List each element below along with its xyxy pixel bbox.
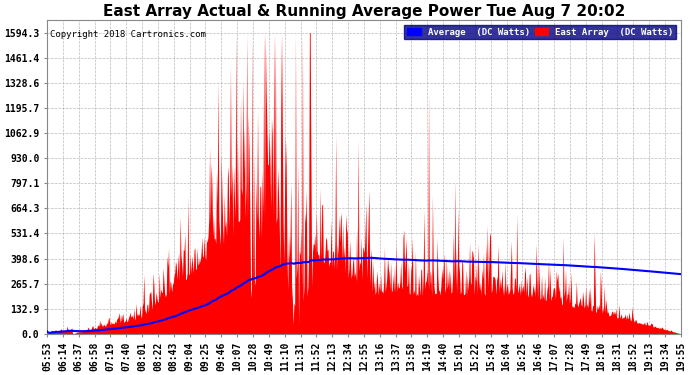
Text: Copyright 2018 Cartronics.com: Copyright 2018 Cartronics.com xyxy=(50,30,206,39)
Legend: Average  (DC Watts), East Array  (DC Watts): Average (DC Watts), East Array (DC Watts… xyxy=(404,25,676,39)
Title: East Array Actual & Running Average Power Tue Aug 7 20:02: East Array Actual & Running Average Powe… xyxy=(103,4,625,19)
